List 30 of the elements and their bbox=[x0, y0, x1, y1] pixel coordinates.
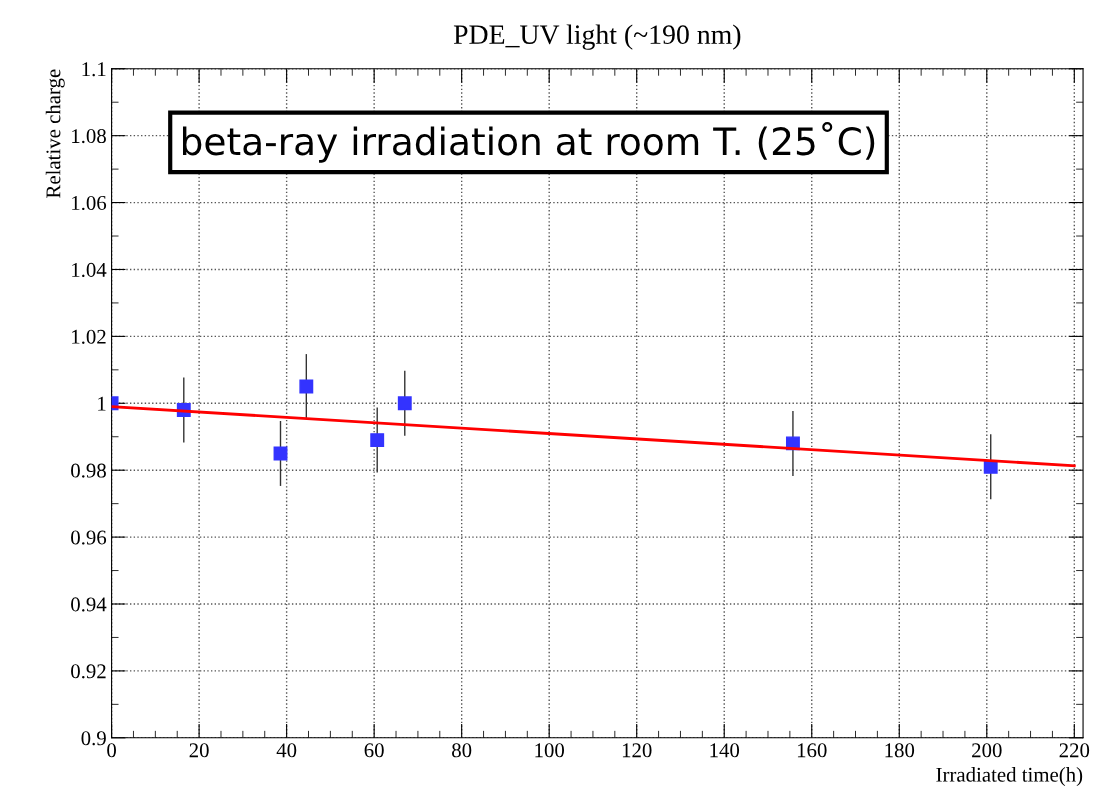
x-tick-label: 160 bbox=[797, 743, 827, 758]
y-tick-label: 1.02 bbox=[72, 329, 106, 344]
x-tick-label: 100 bbox=[535, 743, 565, 758]
y-tick-label: 1.06 bbox=[72, 195, 107, 211]
y-tick-label: 0.92 bbox=[71, 664, 106, 679]
annotation: beta-ray irradiation at room T. (25˚C) bbox=[183, 122, 875, 163]
x-tick-label: 60 bbox=[364, 743, 384, 758]
y-tick-label: 0.9 bbox=[81, 731, 106, 746]
point bbox=[370, 433, 385, 448]
x-axis-title: Irradiated time(h) bbox=[936, 767, 1083, 787]
y-axis-title: Relative charge bbox=[45, 69, 65, 198]
x-tick-label: 140 bbox=[710, 743, 740, 758]
point bbox=[397, 396, 412, 411]
y-tick-label: 0.98 bbox=[71, 463, 106, 478]
x-tick-label: 180 bbox=[885, 743, 915, 758]
y-tick-label: 1.08 bbox=[72, 129, 106, 144]
point bbox=[299, 379, 314, 394]
y-tick-label: 0.94 bbox=[71, 597, 107, 612]
x-tick-label: 220 bbox=[1059, 743, 1090, 758]
y-tick-label: 1.1 bbox=[82, 62, 106, 77]
x-tick-label: 120 bbox=[622, 743, 652, 758]
x-tick-label: 40 bbox=[276, 743, 297, 758]
chart-title: PDE_UV light (~190 nm) bbox=[453, 24, 741, 50]
y-tick-label: 0.96 bbox=[71, 530, 107, 545]
x-tick-label: 20 bbox=[189, 743, 209, 758]
y-tick-label: 1.04 bbox=[72, 262, 107, 277]
y-tick-label: 1 bbox=[98, 396, 106, 411]
x-tick-label: 80 bbox=[452, 743, 472, 758]
x-tick-label: 200 bbox=[972, 743, 1002, 758]
x-tick-label: 0 bbox=[107, 743, 116, 758]
